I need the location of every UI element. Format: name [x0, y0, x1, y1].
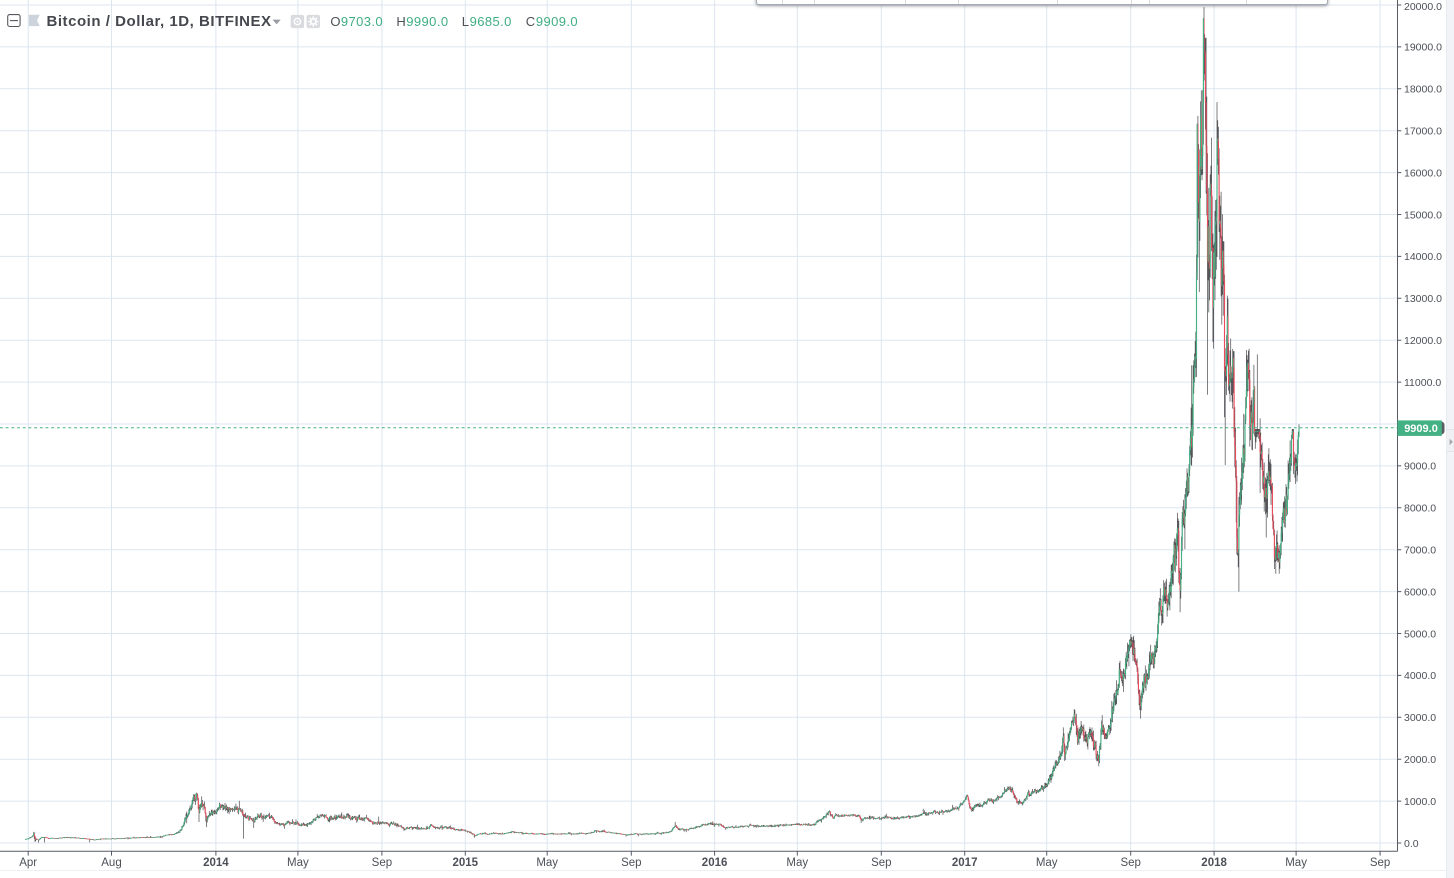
svg-text:14000.0: 14000.0	[1404, 251, 1442, 263]
svg-text:Aug: Aug	[101, 857, 121, 869]
svg-text:19000.0: 19000.0	[1404, 42, 1442, 54]
svg-text:2016: 2016	[702, 857, 728, 869]
svg-text:2014: 2014	[203, 857, 229, 869]
svg-text:O: O	[330, 14, 341, 29]
svg-text:9990.0: 9990.0	[406, 14, 448, 29]
svg-text:8000.0: 8000.0	[1404, 503, 1436, 515]
svg-text:May: May	[786, 857, 808, 869]
svg-text:6000.0: 6000.0	[1404, 586, 1436, 598]
svg-text:Sep: Sep	[372, 857, 392, 869]
svg-text:9909.0: 9909.0	[1404, 423, 1438, 435]
svg-text:Apr: Apr	[19, 857, 37, 869]
svg-text:9703.0: 9703.0	[341, 14, 383, 29]
svg-text:15000.0: 15000.0	[1404, 209, 1442, 221]
svg-text:Sep: Sep	[871, 857, 891, 869]
svg-text:Sep: Sep	[1370, 857, 1390, 869]
svg-text:Sep: Sep	[1120, 857, 1140, 869]
svg-text:C: C	[526, 14, 536, 29]
svg-text:16000.0: 16000.0	[1404, 167, 1442, 179]
svg-text:May: May	[1036, 857, 1058, 869]
svg-text:2000.0: 2000.0	[1404, 754, 1436, 766]
svg-text:May: May	[536, 857, 558, 869]
svg-text:May: May	[1285, 857, 1307, 869]
svg-text:2015: 2015	[453, 857, 479, 869]
svg-text:2017: 2017	[952, 857, 978, 869]
svg-text:L: L	[462, 14, 470, 29]
svg-text:17000.0: 17000.0	[1404, 126, 1442, 138]
svg-text:4000.0: 4000.0	[1404, 670, 1436, 682]
svg-text:18000.0: 18000.0	[1404, 84, 1442, 96]
svg-text:12000.0: 12000.0	[1404, 335, 1442, 347]
svg-text:13000.0: 13000.0	[1404, 293, 1442, 305]
svg-text:3000.0: 3000.0	[1404, 712, 1436, 724]
svg-text:May: May	[287, 857, 309, 869]
svg-text:9685.0: 9685.0	[470, 14, 512, 29]
svg-text:5000.0: 5000.0	[1404, 628, 1436, 640]
svg-text:Bitcoin / Dollar, 1D, BITFINEX: Bitcoin / Dollar, 1D, BITFINEX	[47, 13, 272, 30]
svg-text:H: H	[396, 14, 406, 29]
svg-text:9000.0: 9000.0	[1404, 461, 1436, 473]
svg-text:9909.0: 9909.0	[536, 14, 578, 29]
svg-text:11000.0: 11000.0	[1404, 377, 1441, 389]
svg-text:Sep: Sep	[621, 857, 641, 869]
svg-text:7000.0: 7000.0	[1404, 545, 1436, 557]
svg-text:1000.0: 1000.0	[1404, 796, 1436, 808]
svg-text:2018: 2018	[1201, 857, 1227, 869]
svg-text:20000.0: 20000.0	[1404, 1, 1442, 13]
svg-text:0.0: 0.0	[1404, 838, 1419, 850]
